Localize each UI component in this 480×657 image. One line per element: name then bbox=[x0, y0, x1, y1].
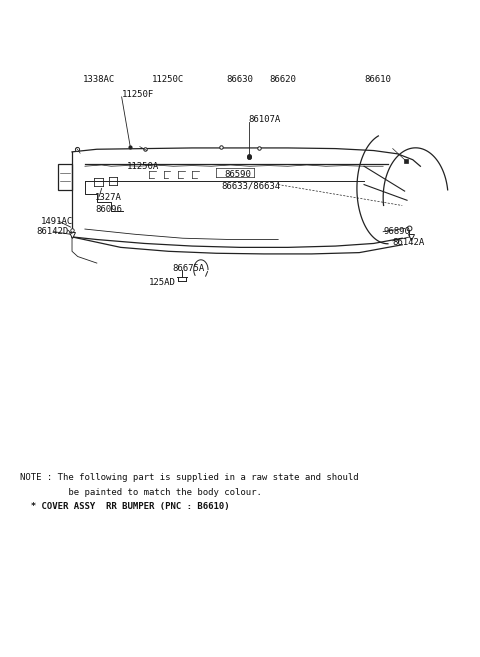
Text: 86142D: 86142D bbox=[36, 227, 69, 236]
Text: 86675A: 86675A bbox=[172, 264, 204, 273]
Text: 125AD: 125AD bbox=[149, 278, 176, 287]
Text: 86633/86634: 86633/86634 bbox=[222, 181, 281, 191]
Text: NOTE : The following part is supplied in a raw state and should: NOTE : The following part is supplied in… bbox=[20, 473, 358, 482]
Text: 86590: 86590 bbox=[225, 170, 252, 179]
Bar bbox=[58, 164, 72, 190]
Text: be painted to match the body colour.: be painted to match the body colour. bbox=[20, 487, 262, 497]
Text: * COVER ASSY  RR BUMPER (PNC : B6610): * COVER ASSY RR BUMPER (PNC : B6610) bbox=[20, 502, 229, 511]
Text: 86610: 86610 bbox=[364, 76, 391, 84]
Text: 86107A: 86107A bbox=[249, 115, 281, 124]
Text: 1327A: 1327A bbox=[95, 193, 122, 202]
Text: 86096: 86096 bbox=[95, 205, 122, 214]
Text: 86630: 86630 bbox=[227, 76, 253, 84]
Text: 86620: 86620 bbox=[270, 76, 297, 84]
Text: 1338AC: 1338AC bbox=[83, 76, 115, 84]
Text: 11250A: 11250A bbox=[126, 162, 159, 171]
Text: 11250C: 11250C bbox=[152, 76, 184, 84]
Text: 1491AC: 1491AC bbox=[40, 217, 73, 226]
Text: 11250F: 11250F bbox=[121, 90, 154, 99]
Text: 86142A: 86142A bbox=[393, 238, 425, 246]
Text: 96890: 96890 bbox=[383, 227, 410, 236]
